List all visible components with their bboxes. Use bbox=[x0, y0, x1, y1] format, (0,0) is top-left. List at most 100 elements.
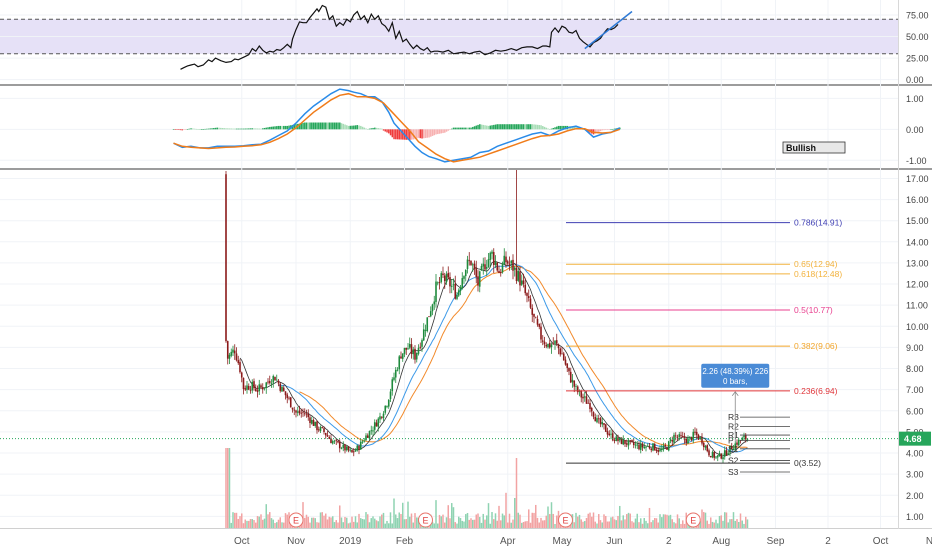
macd-histogram-bar bbox=[405, 129, 408, 140]
candle-body bbox=[440, 273, 443, 283]
macd-histogram-bar bbox=[379, 128, 381, 130]
macd-histogram-bar bbox=[388, 129, 390, 134]
macd-histogram-bar bbox=[608, 129, 611, 130]
earnings-icon[interactable] bbox=[558, 512, 573, 528]
candle-body bbox=[338, 441, 341, 449]
candle-body bbox=[337, 440, 339, 443]
candle-body bbox=[576, 386, 579, 393]
volume-bar bbox=[309, 522, 311, 528]
volume-bar bbox=[545, 515, 547, 528]
macd-histogram-bar bbox=[543, 126, 546, 130]
volume-bar bbox=[582, 521, 584, 528]
x-tick-label: Jun bbox=[606, 536, 622, 547]
volume-bar bbox=[365, 512, 367, 528]
volume-bar bbox=[360, 518, 362, 528]
volume-bar bbox=[722, 520, 724, 528]
macd-histogram-bar bbox=[372, 127, 374, 130]
earnings-icon[interactable] bbox=[288, 512, 304, 528]
earnings-icon[interactable] bbox=[685, 512, 701, 528]
macd-histogram-bar bbox=[337, 122, 339, 130]
x-tick-label: Feb bbox=[396, 536, 414, 547]
candle-body bbox=[405, 347, 408, 350]
candle-body bbox=[583, 396, 586, 398]
volume-bar bbox=[335, 520, 337, 528]
volume-bar bbox=[745, 516, 747, 528]
volume-bar bbox=[554, 523, 556, 528]
macd-tick-label: 0.00 bbox=[906, 125, 924, 135]
volume-bar bbox=[514, 498, 516, 528]
candle-body bbox=[267, 381, 269, 383]
macd-histogram-bar bbox=[438, 129, 441, 134]
volume-bar bbox=[529, 522, 532, 528]
macd-histogram-bar bbox=[192, 128, 194, 130]
candle-body bbox=[625, 443, 628, 445]
earnings-marker-label: E bbox=[422, 516, 428, 526]
price-tick-label: 4.00 bbox=[906, 449, 924, 459]
volume-bar bbox=[603, 514, 605, 528]
macd-histogram-bar bbox=[323, 122, 325, 130]
fib-level-label: 0.65(12.94) bbox=[794, 259, 838, 269]
candle-body bbox=[645, 446, 647, 448]
candle-body bbox=[433, 301, 436, 305]
volume-bar bbox=[416, 517, 418, 528]
candle-body bbox=[244, 388, 247, 390]
volume-bar bbox=[601, 522, 603, 528]
fib-level-label: 0.382(9.06) bbox=[794, 341, 838, 351]
volume-bar bbox=[326, 519, 329, 528]
candle-body bbox=[496, 262, 499, 271]
macd-histogram-bar bbox=[598, 129, 600, 132]
volume-bar bbox=[626, 514, 628, 528]
macd-histogram-bar bbox=[556, 126, 558, 130]
volume-bar bbox=[482, 513, 484, 528]
candle-body bbox=[340, 448, 343, 450]
macd-histogram-bar bbox=[225, 128, 227, 130]
macd-histogram-bar bbox=[179, 129, 182, 131]
volume-bar bbox=[517, 512, 519, 528]
candle-body bbox=[344, 444, 346, 451]
volume-bar bbox=[251, 519, 253, 528]
macd-histogram-bar bbox=[417, 129, 420, 138]
macd-histogram-bar bbox=[391, 129, 394, 138]
x-tick-label: 2 bbox=[825, 536, 831, 547]
candle-body bbox=[457, 290, 460, 296]
candle-body bbox=[454, 283, 457, 299]
volume-bar bbox=[739, 513, 742, 528]
macd-histogram-bar bbox=[300, 123, 303, 130]
candle-body bbox=[506, 261, 509, 264]
volume-bar bbox=[496, 520, 498, 528]
macd-histogram-bar bbox=[367, 128, 369, 130]
candle-body bbox=[254, 388, 257, 391]
candle-body bbox=[627, 440, 630, 446]
macd-histogram-bar bbox=[456, 127, 458, 130]
candle-body bbox=[464, 269, 467, 277]
candle-body bbox=[519, 271, 521, 286]
fib-level-label: 0.786(14.91) bbox=[794, 218, 842, 228]
candle-body bbox=[370, 430, 373, 432]
macd-histogram-bar bbox=[321, 122, 324, 130]
earnings-icon[interactable] bbox=[418, 512, 433, 528]
measure-label-change: 2.26 (48.39%) 226 bbox=[702, 367, 768, 376]
rsi-trendline bbox=[584, 10, 633, 50]
volume-bar bbox=[235, 512, 238, 528]
candle-body bbox=[359, 441, 362, 450]
volume-bar bbox=[312, 517, 315, 528]
candle-body bbox=[351, 449, 353, 453]
candle-body bbox=[527, 296, 530, 299]
macd-histogram-bar bbox=[468, 127, 471, 130]
candle-body bbox=[585, 396, 588, 404]
candle-body bbox=[260, 385, 262, 387]
volume-bar bbox=[615, 520, 617, 528]
candle-body bbox=[480, 265, 483, 271]
macd-histogram-bar bbox=[426, 129, 429, 138]
volume-bar bbox=[412, 522, 414, 528]
macd-histogram-bar bbox=[508, 124, 511, 130]
candle-body bbox=[646, 446, 649, 447]
macd-histogram-bar bbox=[375, 127, 378, 130]
macd-histogram-bar bbox=[521, 124, 523, 130]
candle-body bbox=[639, 443, 642, 450]
volume-bar bbox=[540, 517, 542, 528]
volume-bar bbox=[676, 514, 679, 528]
volume-bar bbox=[486, 515, 488, 528]
candle-body bbox=[391, 379, 394, 392]
